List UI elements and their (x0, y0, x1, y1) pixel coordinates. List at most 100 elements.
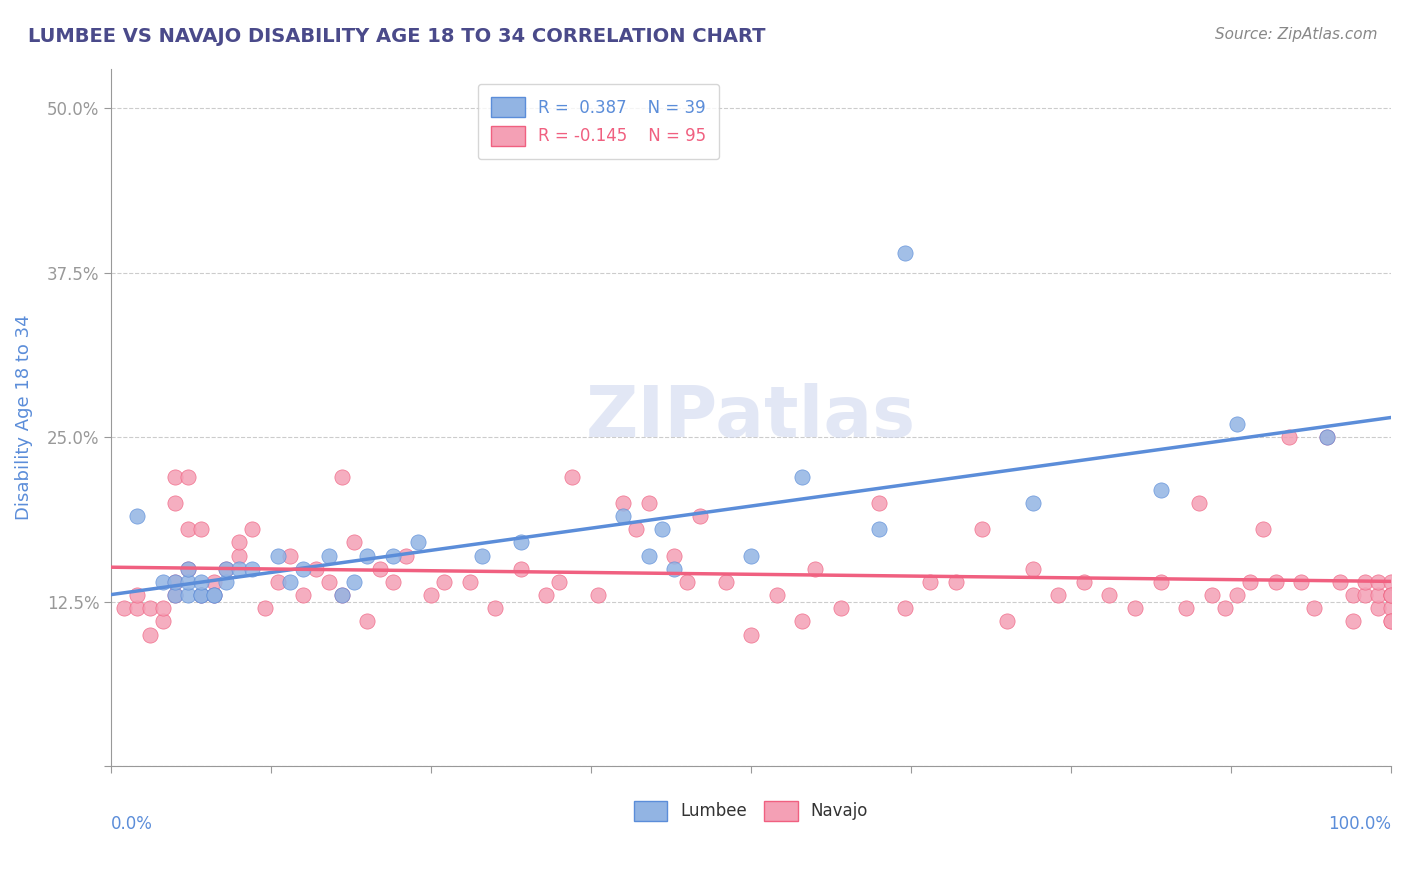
Point (970, 522, 993, 536)
Point (868, 522, 890, 536)
Point (586, 588, 609, 602)
Point (1264, 574, 1286, 589)
Point (792, 615, 814, 629)
Point (330, 588, 353, 602)
Point (458, 574, 481, 589)
Point (868, 496, 890, 510)
Point (215, 574, 238, 589)
Point (240, 562, 263, 576)
Point (228, 562, 250, 576)
Point (714, 574, 737, 589)
Point (1047, 588, 1070, 602)
Point (292, 562, 315, 576)
Point (1073, 574, 1095, 589)
Point (1150, 483, 1173, 497)
Point (165, 588, 187, 602)
Point (561, 469, 583, 483)
Point (177, 574, 200, 589)
Point (637, 549, 659, 563)
Point (1367, 574, 1389, 589)
Point (1329, 574, 1351, 589)
Point (330, 588, 353, 602)
Point (765, 588, 787, 602)
Point (804, 562, 827, 576)
Point (1379, 615, 1402, 629)
Y-axis label: Disability Age 18 to 34: Disability Age 18 to 34 (15, 315, 32, 520)
Point (125, 601, 148, 615)
Point (792, 469, 814, 483)
Point (1341, 588, 1364, 602)
Text: LUMBEE VS NAVAJO DISABILITY AGE 18 TO 34 CORRELATION CHART: LUMBEE VS NAVAJO DISABILITY AGE 18 TO 34… (28, 27, 766, 45)
Point (1226, 588, 1249, 602)
Point (177, 469, 200, 483)
Point (190, 588, 212, 602)
Point (152, 615, 174, 629)
Point (637, 496, 659, 510)
Point (893, 601, 915, 615)
Point (1367, 588, 1389, 602)
Point (165, 496, 187, 510)
Point (177, 588, 200, 602)
Point (1316, 430, 1339, 444)
Point (356, 549, 378, 563)
Point (1379, 601, 1402, 615)
Point (112, 601, 135, 615)
Point (215, 562, 238, 576)
Point (1251, 522, 1274, 536)
Point (624, 522, 647, 536)
Point (190, 588, 212, 602)
Point (381, 549, 404, 563)
Point (1098, 588, 1121, 602)
Point (202, 588, 225, 602)
Point (740, 628, 762, 642)
Point (1316, 430, 1339, 444)
Point (651, 522, 673, 536)
Point (689, 509, 711, 524)
Point (1239, 574, 1261, 589)
Point (420, 588, 443, 602)
Legend: Lumbee, Navajo: Lumbee, Navajo (627, 794, 875, 828)
Point (1213, 601, 1236, 615)
Point (318, 549, 340, 563)
Point (1379, 615, 1402, 629)
Point (1367, 601, 1389, 615)
Point (509, 562, 531, 576)
Point (1303, 601, 1326, 615)
Point (266, 549, 288, 563)
Point (1354, 574, 1376, 589)
Point (612, 496, 634, 510)
Point (253, 601, 276, 615)
Point (1226, 417, 1249, 431)
Point (1123, 601, 1146, 615)
Text: 100.0%: 100.0% (1329, 815, 1391, 833)
Point (509, 535, 531, 549)
Point (1379, 574, 1402, 589)
Point (676, 574, 699, 589)
Point (1021, 496, 1043, 510)
Point (408, 535, 430, 549)
Point (138, 628, 160, 642)
Point (202, 574, 225, 589)
Point (177, 522, 200, 536)
Point (1291, 574, 1313, 589)
Point (740, 549, 762, 563)
Point (190, 588, 212, 602)
Point (152, 601, 174, 615)
Point (125, 509, 148, 524)
Point (165, 574, 187, 589)
Point (433, 574, 456, 589)
Point (395, 549, 418, 563)
Point (1188, 496, 1211, 510)
Point (664, 562, 686, 576)
Point (280, 574, 302, 589)
Point (165, 469, 187, 483)
Text: ZIPatlas: ZIPatlas (586, 383, 917, 452)
Text: Source: ZipAtlas.com: Source: ZipAtlas.com (1215, 27, 1378, 42)
Point (280, 549, 302, 563)
Point (240, 522, 263, 536)
Point (202, 588, 225, 602)
Point (995, 615, 1018, 629)
Point (920, 574, 942, 589)
Point (1175, 601, 1198, 615)
Point (893, 245, 915, 260)
